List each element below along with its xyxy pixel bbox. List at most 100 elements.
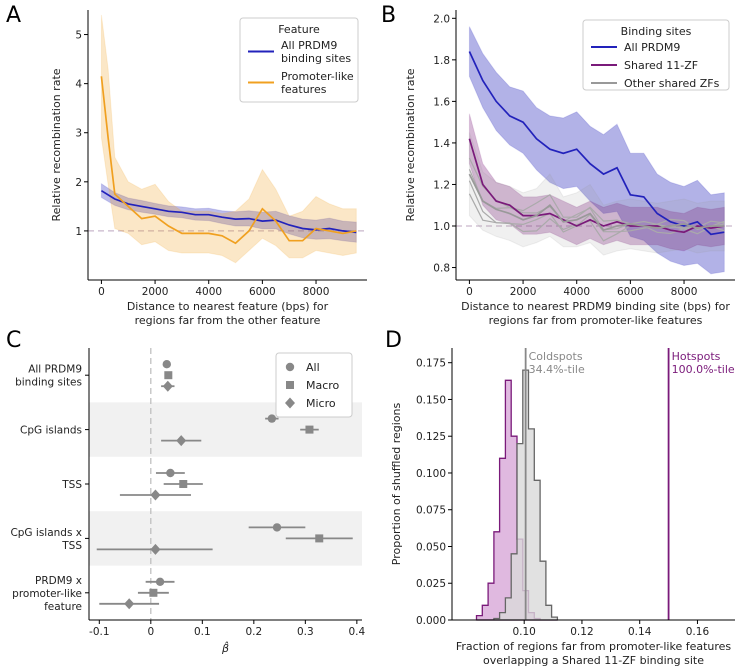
y-tick-label: 2 bbox=[75, 177, 82, 189]
y-tick-label: 0.025 bbox=[416, 578, 446, 590]
series-line-other-zf-3 bbox=[468, 169, 725, 231]
series-line-other-zf-4 bbox=[468, 193, 725, 242]
legend-label: All bbox=[306, 361, 320, 374]
y-tick-label: 1.6 bbox=[433, 96, 450, 108]
x-tick-label: 0.2 bbox=[245, 626, 262, 638]
point-micro bbox=[150, 489, 161, 501]
legend-box bbox=[239, 17, 359, 103]
legend-label: All PRDM9 bbox=[281, 39, 337, 52]
y-tick-label: 0.100 bbox=[416, 468, 446, 480]
category-label: feature bbox=[44, 601, 82, 613]
category-label: TSS bbox=[61, 479, 82, 491]
x-axis-label-line2: overlapping a Shared 11-ZF binding site bbox=[483, 654, 704, 667]
ci-band-1 bbox=[100, 182, 357, 243]
legend-marker-micro bbox=[285, 397, 295, 409]
category-label: TSS bbox=[61, 540, 82, 552]
x-tick-label: 4000 bbox=[563, 286, 590, 298]
x-axis-label-line2: regions far from promoter-like features bbox=[489, 314, 703, 327]
ci-band-1 bbox=[468, 26, 725, 275]
x-tick-label: 0 bbox=[466, 286, 473, 298]
category-label: binding sites bbox=[15, 377, 82, 389]
x-axis-label-line2: regions far from the other feature bbox=[135, 314, 321, 327]
histogram-coldspots bbox=[476, 369, 559, 621]
series-line-3 bbox=[468, 173, 725, 232]
vline-label: Coldspots bbox=[529, 350, 583, 363]
y-tick-label: 0.075 bbox=[416, 505, 446, 517]
y-tick-label: 1.0 bbox=[433, 221, 450, 233]
y-tick-label: 1 bbox=[75, 226, 82, 238]
x-tick-label: 0 bbox=[147, 626, 154, 638]
x-tick-label: 8000 bbox=[303, 286, 330, 298]
x-tick-label: 0.1 bbox=[194, 626, 211, 638]
legend-label: Macro bbox=[306, 379, 340, 392]
panel-a-chart: 0 2000 4000 6000 8000 1 2 3 4 5 Distance to neares… bbox=[50, 10, 367, 327]
x-tick-label: 8000 bbox=[671, 286, 698, 298]
y-tick-label: 0.050 bbox=[416, 541, 446, 553]
x-tick-label: 0.14 bbox=[628, 626, 652, 638]
category-label: CpG islands bbox=[20, 425, 82, 437]
legend-title: Binding sites bbox=[621, 25, 692, 38]
x-tick-label: 4000 bbox=[195, 286, 222, 298]
series-line-1 bbox=[468, 51, 725, 236]
ci-band-2 bbox=[100, 14, 357, 264]
x-tick-label: 0.3 bbox=[297, 626, 314, 638]
point-macro bbox=[164, 371, 173, 380]
point-micro bbox=[124, 598, 135, 610]
panel-letter-c: C bbox=[6, 328, 21, 353]
panel-letter-a: A bbox=[6, 3, 21, 28]
point-micro bbox=[162, 380, 173, 392]
point-all bbox=[267, 414, 277, 423]
y-tick-label: 3 bbox=[75, 128, 82, 140]
category-label: CpG islands x bbox=[10, 527, 82, 539]
y-tick-label: 1.8 bbox=[433, 55, 450, 67]
y-axis-label: Relative recombination rate bbox=[404, 68, 417, 221]
point-all bbox=[162, 360, 171, 369]
y-tick-label: 0.175 bbox=[416, 358, 446, 370]
x-tick-label: 6000 bbox=[617, 286, 644, 298]
panel-letter-d: D bbox=[385, 328, 402, 353]
category-label: promoter-like bbox=[12, 588, 82, 600]
legend-label: Shared 11-ZF bbox=[624, 59, 698, 72]
point-macro bbox=[305, 425, 314, 434]
x-tick-label: 0 bbox=[98, 286, 105, 298]
x-tick-label: 2000 bbox=[142, 286, 169, 298]
y-tick-label: 0.150 bbox=[416, 394, 446, 406]
x-tick-label: 0.10 bbox=[512, 626, 535, 638]
legend-box bbox=[275, 352, 353, 418]
y-tick-label: 2.0 bbox=[433, 13, 450, 25]
point-macro bbox=[315, 534, 324, 543]
y-tick-label: 5 bbox=[75, 30, 82, 42]
legend-box bbox=[582, 19, 730, 91]
x-axis-label: Distance to nearest PRDM9 binding site (… bbox=[461, 300, 730, 313]
x-tick-label: -0.1 bbox=[89, 626, 110, 638]
legend-title: Feature bbox=[278, 23, 320, 36]
x-axis-label: β̂ bbox=[221, 641, 229, 655]
point-all bbox=[155, 577, 165, 586]
x-axis-label: Distance to nearest feature (bps) for bbox=[127, 300, 329, 313]
legend-label: Promoter-like bbox=[281, 70, 354, 83]
legend-marker-macro bbox=[286, 381, 294, 389]
legend-label: binding sites bbox=[281, 52, 351, 65]
legend-label: Other shared ZFs bbox=[624, 77, 720, 90]
panel-letter-b: B bbox=[381, 3, 396, 28]
legend-label: Micro bbox=[306, 397, 336, 410]
vline-label: Hotspots bbox=[672, 350, 721, 363]
point-macro bbox=[149, 588, 158, 597]
category-label: All PRDM9 bbox=[28, 364, 82, 376]
y-tick-label: 1.4 bbox=[433, 138, 450, 150]
y-tick-label: 4 bbox=[75, 79, 82, 91]
y-axis-label: Proportion of shuffled regions bbox=[390, 403, 403, 566]
x-tick-label: 2000 bbox=[510, 286, 537, 298]
x-tick-label: 0.4 bbox=[348, 626, 365, 638]
x-tick-label: 0.16 bbox=[686, 626, 710, 638]
point-micro bbox=[150, 543, 161, 555]
x-axis-label: Fraction of regions far from promoter-li… bbox=[456, 640, 732, 653]
point-micro bbox=[176, 435, 187, 447]
y-axis-label: Relative recombination rate bbox=[50, 68, 63, 221]
vline-label: 34.4%-tile bbox=[529, 363, 585, 376]
point-macro bbox=[179, 480, 188, 488]
y-tick-label: 1.2 bbox=[433, 179, 450, 191]
